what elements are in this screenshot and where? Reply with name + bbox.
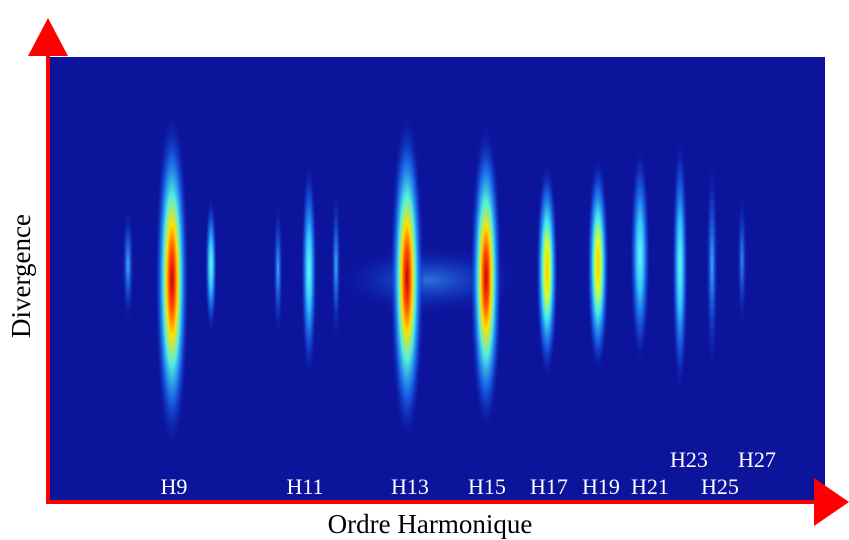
harmonic-label: H21 <box>631 474 669 499</box>
harmonic-label: H9 <box>161 474 188 499</box>
axes <box>28 18 849 526</box>
harmonic-label: H17 <box>530 474 568 499</box>
spot <box>470 123 502 433</box>
x-axis-arrow <box>814 478 849 526</box>
spot <box>672 135 688 395</box>
harmonic-label: H23 <box>670 447 708 472</box>
x-axis-label: Ordre Harmonique <box>328 509 533 539</box>
harmonic-label: H25 <box>701 474 739 499</box>
harmonic-spots <box>122 110 747 450</box>
harmonic-label: H11 <box>286 474 323 499</box>
spot <box>390 113 424 443</box>
spot <box>587 155 609 375</box>
spot <box>706 155 718 375</box>
y-axis-arrow <box>28 18 68 56</box>
spot <box>331 185 341 345</box>
spot <box>205 195 217 335</box>
spot <box>630 145 650 365</box>
harmonic-label: H13 <box>391 474 429 499</box>
spot <box>155 110 189 450</box>
spot <box>301 160 317 380</box>
harmonic-label: H19 <box>582 474 620 499</box>
harmonic-label: H15 <box>468 474 506 499</box>
spot <box>122 205 134 325</box>
spot <box>536 160 558 380</box>
y-axis-label: Divergence <box>6 214 36 338</box>
spot <box>737 190 747 330</box>
harmonic-labels: H9 H11 H13 H15 H17 H19 H21 H23 H25 H27 <box>161 447 776 499</box>
harmonic-label: H27 <box>738 447 776 472</box>
spot <box>273 200 283 340</box>
